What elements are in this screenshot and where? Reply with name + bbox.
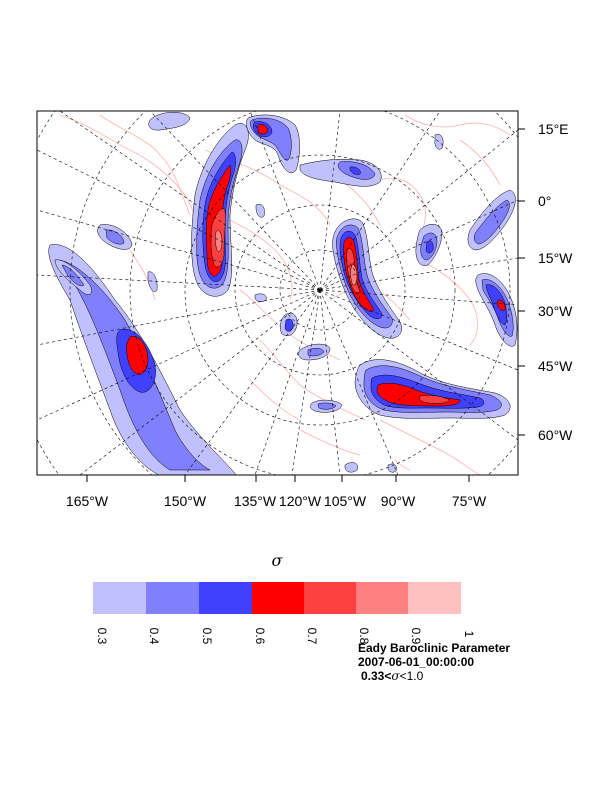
colorbar-tick-0: 0.3 — [95, 628, 109, 645]
colorbar-swatch-4 — [304, 582, 356, 614]
bottom-axis-label-105w: 105°W — [324, 493, 367, 509]
colorbar-tick-3: 0.6 — [253, 628, 267, 645]
colorbar-swatch-2 — [199, 582, 252, 614]
colorbar-title: σ — [272, 551, 284, 570]
colorbar-tick-1: 0.4 — [147, 628, 161, 645]
colorbar-ticks: 0.3 0.4 0.5 0.6 0.7 0.8 0.9 1 — [95, 628, 476, 645]
bottom-axis-label-120w: 120°W — [279, 493, 322, 509]
caption-range-symbol: σ — [391, 669, 400, 683]
colorbar-swatch-5 — [356, 582, 408, 614]
colorbar — [93, 582, 461, 614]
right-axis-label-0: 0° — [538, 193, 551, 209]
bottom-axis-label-135w: 135°W — [234, 493, 277, 509]
right-axis-label-15w: 15°W — [538, 250, 573, 266]
right-axis-label-60w: 60°W — [538, 427, 573, 443]
graticule — [37, 111, 518, 475]
bottom-axis-label-150w: 150°W — [164, 493, 207, 509]
colorbar-swatch-3 — [252, 582, 304, 614]
caption-range-suffix: <1.0 — [399, 669, 424, 683]
bottom-axis-label-90w: 90°W — [381, 493, 416, 509]
bottom-axis-label-75w: 75°W — [452, 493, 487, 509]
caption-date: 2007-06-01_00:00:00 — [358, 655, 475, 669]
colorbar-tick-4: 0.7 — [305, 628, 319, 645]
right-axis-label-45w: 45°W — [538, 358, 573, 374]
right-axis-label-30w: 30°W — [538, 303, 573, 319]
colorbar-swatch-1 — [146, 582, 199, 614]
right-axis — [518, 128, 525, 436]
colorbar-tick-2: 0.5 — [200, 628, 214, 645]
colorbar-tick-6: 0.9 — [409, 628, 423, 645]
contour-fills — [48, 112, 518, 475]
caption-title: Eady Baroclinic Parameter — [358, 641, 511, 655]
caption-range-prefix: 0.33< — [361, 669, 392, 683]
caption-range: 0.33<σ<1.0 — [358, 669, 510, 683]
colorbar-tick-5: 0.8 — [357, 628, 371, 645]
map-frame — [36, 110, 519, 476]
colorbar-swatch-0 — [93, 582, 146, 614]
bottom-axis-label-165w: 165°W — [66, 493, 109, 509]
map-plot-area — [37, 111, 518, 475]
figure-caption: Eady Baroclinic Parameter 2007-06-01_00:… — [358, 641, 510, 683]
right-axis-label-15e: 15°E — [538, 121, 569, 137]
colorbar-swatch-6 — [408, 582, 461, 614]
colorbar-tick-7: 1 — [462, 631, 476, 638]
bottom-axis — [86, 475, 470, 482]
